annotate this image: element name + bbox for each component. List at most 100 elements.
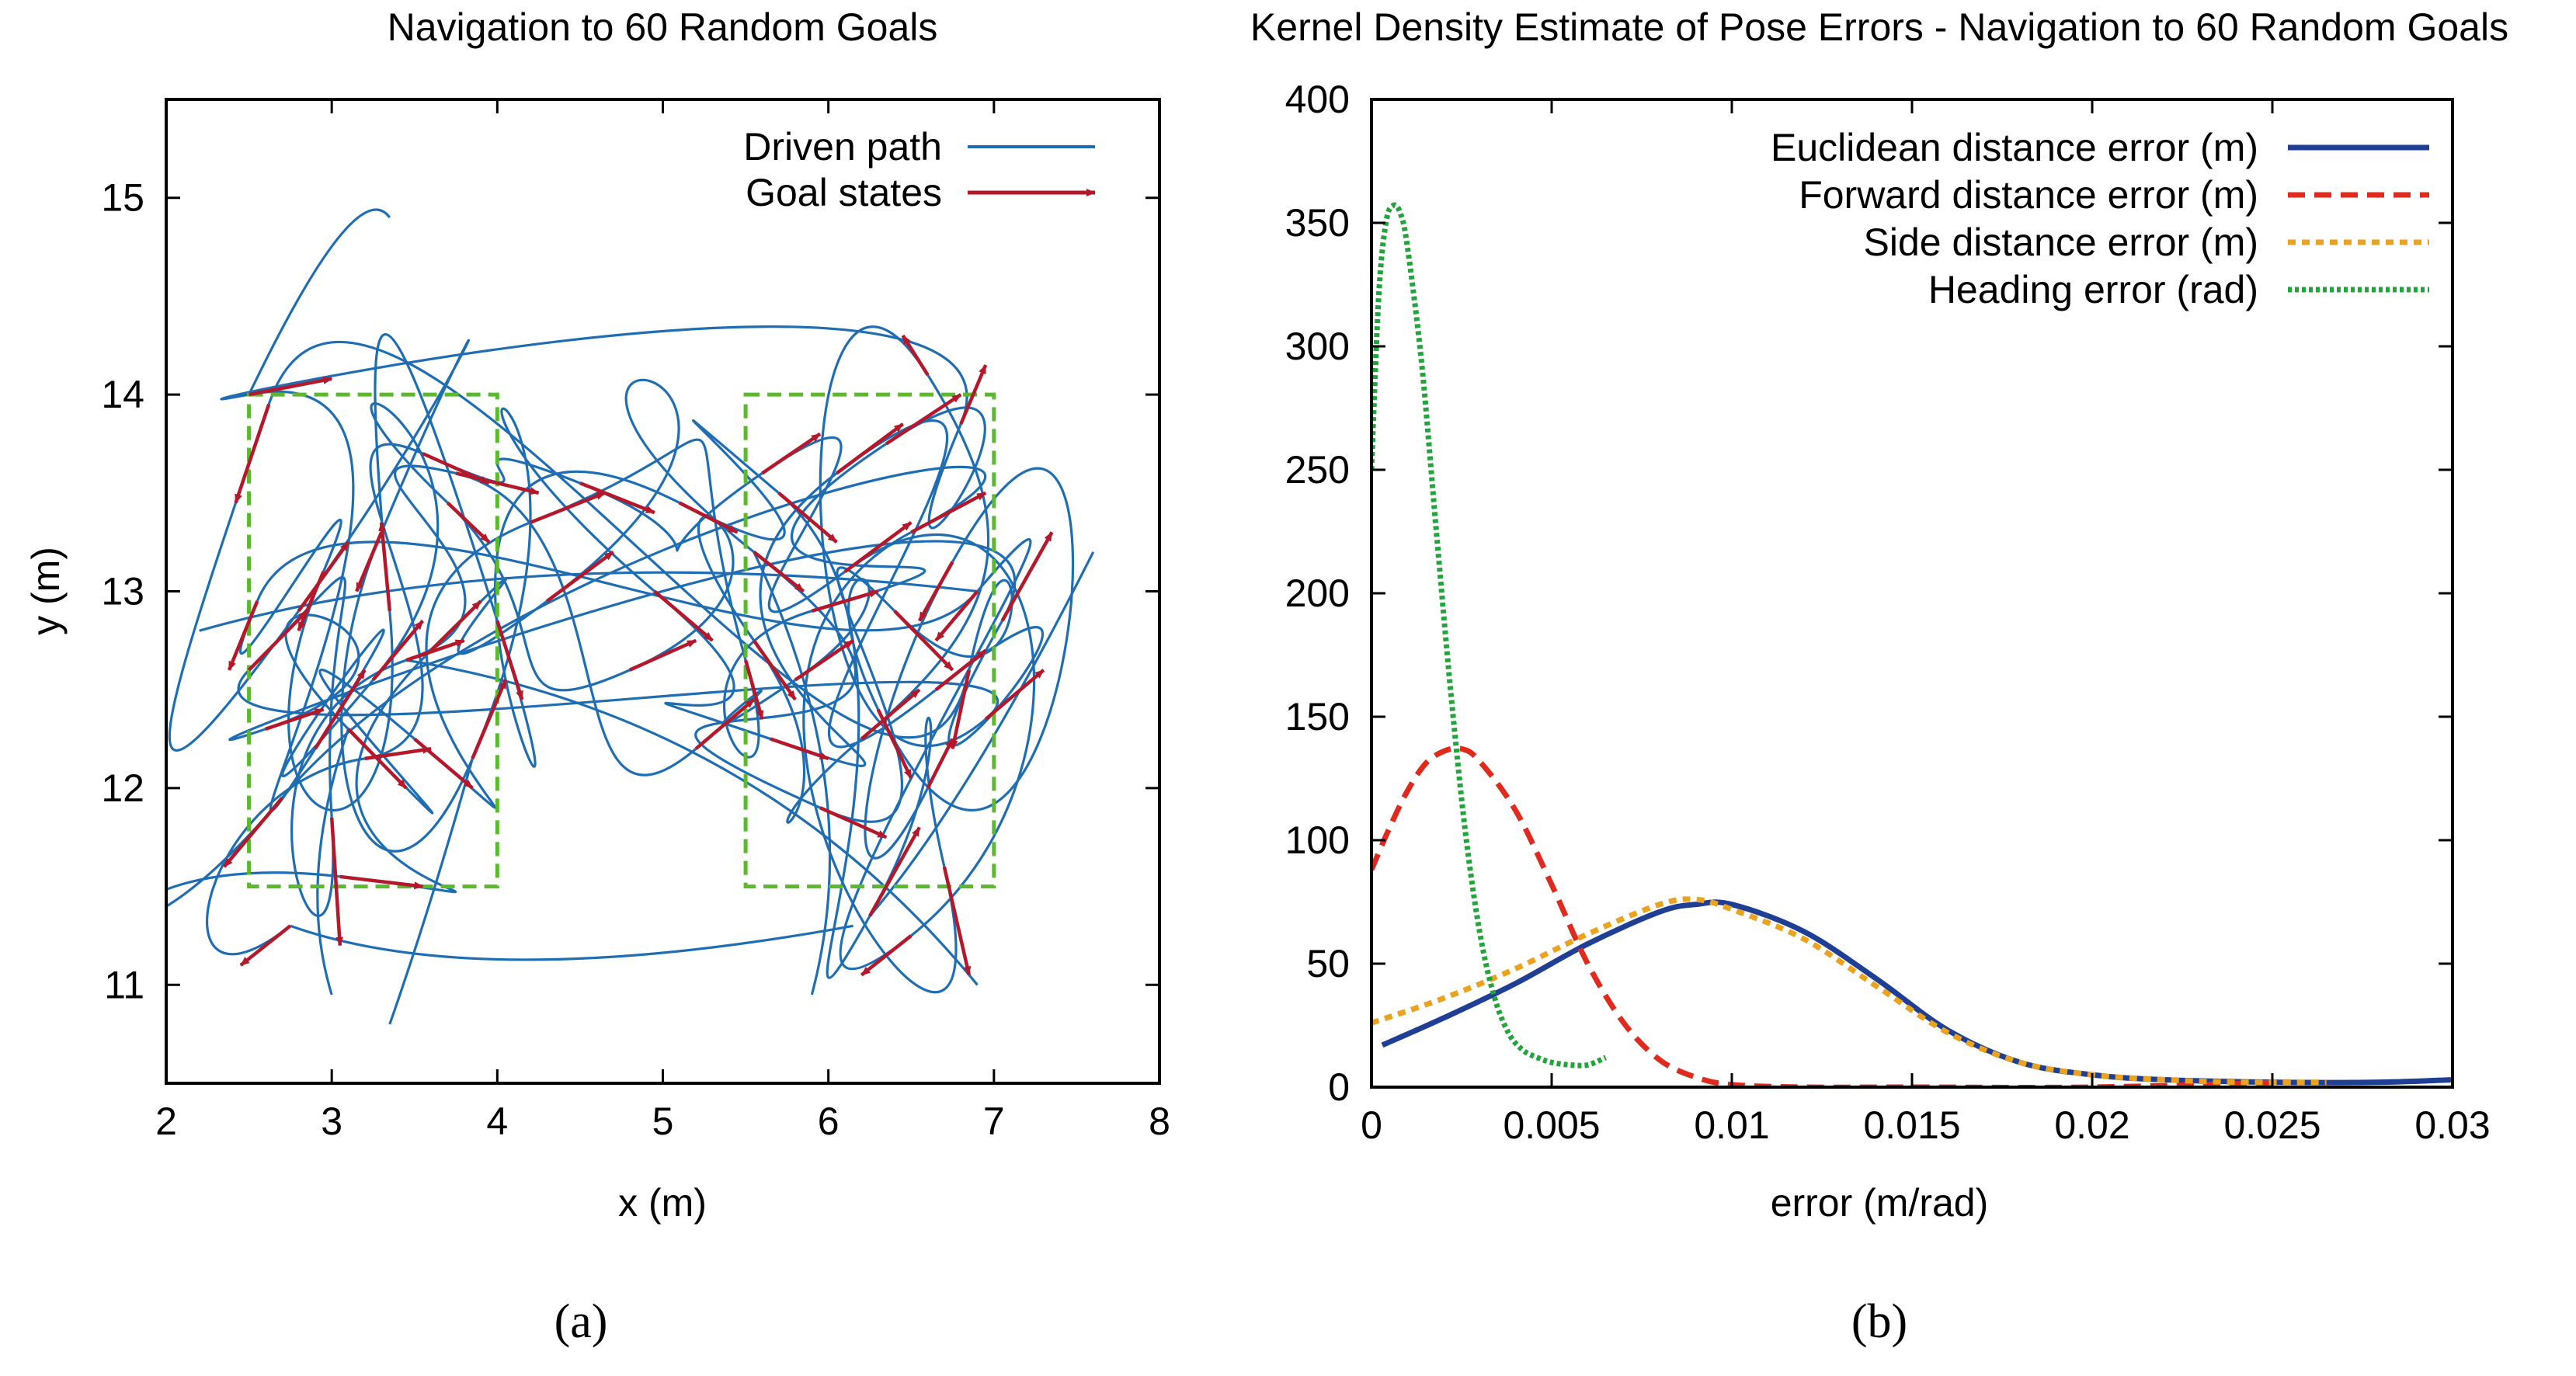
- x-tick-label: 2: [155, 1100, 177, 1143]
- y-tick-label: 15: [101, 176, 144, 220]
- y-tick-label: 200: [1285, 572, 1350, 615]
- legend-driven-path-label: Driven path: [743, 125, 942, 169]
- driven-path-segment: [530, 438, 747, 661]
- chart-b-x-label: error (m/rad): [1771, 1181, 1989, 1225]
- driven-path-segment: [893, 579, 1013, 671]
- legend-label-1: Forward distance error (m): [1799, 173, 2258, 217]
- x-tick-label: 0.02: [2054, 1103, 2129, 1147]
- goal-arrow: [355, 531, 384, 592]
- driven-path-segment: [248, 208, 391, 395]
- driven-path-segment: [228, 540, 1017, 742]
- driven-path-segment: [546, 378, 755, 603]
- driven-path-segment: [885, 406, 986, 530]
- caption-a: (a): [554, 1295, 608, 1348]
- driven-path-segment: [679, 419, 786, 541]
- y-tick-label: 100: [1285, 818, 1350, 862]
- y-tick-label: 13: [101, 570, 144, 613]
- goal-arrow: [364, 745, 433, 761]
- goal-arrow: [777, 492, 838, 544]
- goal-arrow: [876, 708, 913, 780]
- goal-arrow: [934, 648, 987, 691]
- legend-label-3: Heading error (rad): [1928, 268, 2258, 311]
- goal-arrow: [653, 589, 714, 642]
- goal-arrow: [950, 669, 972, 750]
- chart-a-y-label: y (m): [24, 547, 68, 635]
- chart-a-legend: Driven path Goal states: [743, 125, 1096, 214]
- y-tick-label: 50: [1306, 942, 1350, 985]
- driven-path-segment: [364, 443, 424, 760]
- goal-arrow: [239, 924, 292, 967]
- goal-arrow: [959, 364, 988, 425]
- goal-arrow: [743, 659, 764, 721]
- y-tick-label: 400: [1285, 78, 1350, 121]
- driven-path-segment: [471, 407, 655, 759]
- y-tick-label: 300: [1285, 325, 1350, 368]
- goal-arrow: [371, 620, 425, 681]
- goal-arrow: [819, 806, 888, 839]
- legend-label-0: Euclidean distance error (m): [1771, 126, 2258, 169]
- driven-path-segment: [340, 531, 474, 853]
- goal-arrow: [378, 521, 392, 612]
- x-tick-label: 4: [486, 1100, 508, 1143]
- x-tick-label: 0.005: [1503, 1103, 1600, 1147]
- driven-path-segment: [199, 571, 978, 632]
- goal-arrow: [761, 432, 822, 475]
- goal-arrow: [265, 707, 325, 731]
- y-tick-label: 250: [1285, 448, 1350, 492]
- driven-path-segment: [455, 471, 697, 777]
- chart-b-y-ticks: 0 50 100 150 200 250 300 350 400: [1285, 78, 2453, 1109]
- goal-arrow: [678, 501, 739, 534]
- driven-path-segment: [579, 472, 763, 552]
- goal-arrow: [446, 501, 491, 544]
- driven-path-segment: [839, 538, 1032, 971]
- x-tick-label: 0.03: [2414, 1103, 2490, 1147]
- chart-a-title: Navigation to 60 Random Goals: [388, 5, 938, 49]
- chart-b-title: Kernel Density Estimate of Pose Errors -…: [1250, 5, 2508, 49]
- goal-arrow: [1000, 531, 1054, 622]
- chart-b-x-ticks: 0 0.005 0.01 0.015 0.02 0.025 0.03: [1361, 99, 2491, 1147]
- chart-a-y-ticks: 11 12 13 14 15: [101, 176, 1159, 1006]
- goal-arrow: [752, 639, 797, 701]
- chart-kde-pose-errors: Kernel Density Estimate of Pose Errors -…: [1250, 5, 2508, 1348]
- goal-arrow: [249, 376, 333, 397]
- chart-a-x-label: x (m): [618, 1181, 707, 1225]
- x-tick-label: 7: [983, 1100, 1005, 1143]
- driven-path-segment: [868, 717, 946, 917]
- y-tick-label: 14: [101, 373, 144, 416]
- goal-arrow: [530, 491, 606, 524]
- series-line-1: [1371, 745, 2291, 1087]
- series-line-2: [1371, 896, 2327, 1086]
- driven-path-segment: [237, 669, 999, 721]
- driven-path-segment: [374, 333, 499, 621]
- goal-arrow: [579, 481, 655, 515]
- goal-arrow: [917, 561, 954, 622]
- goal-arrow: [867, 826, 921, 917]
- y-tick-label: 12: [101, 766, 144, 810]
- goal-arrow: [545, 551, 614, 603]
- goal-arrow: [694, 698, 756, 750]
- goal-arrow: [835, 422, 904, 475]
- goal-arrow: [339, 874, 424, 890]
- goal-arrow: [811, 589, 879, 613]
- goal-arrows: [222, 334, 1054, 977]
- driven-path-segment: [370, 401, 449, 681]
- goal-arrow: [346, 728, 408, 790]
- kde-series: [1371, 202, 2453, 1087]
- driven-path-segment: [220, 325, 968, 425]
- goal-arrow: [984, 669, 1045, 721]
- goal-arrow: [942, 866, 972, 976]
- goal-arrow: [313, 669, 367, 750]
- y-tick-label: 350: [1285, 201, 1350, 245]
- goal-arrow: [843, 521, 913, 573]
- y-tick-label: 150: [1285, 695, 1350, 738]
- goal-arrow: [910, 491, 987, 534]
- goal-arrow: [247, 610, 308, 672]
- x-tick-label: 6: [818, 1100, 840, 1143]
- driven-path-segment: [759, 472, 867, 767]
- goal-arrow: [794, 638, 854, 682]
- series-line-3: [1371, 202, 1608, 1068]
- driven-path-segment: [290, 924, 853, 961]
- goal-arrow: [227, 600, 259, 671]
- goal-arrow: [297, 540, 350, 613]
